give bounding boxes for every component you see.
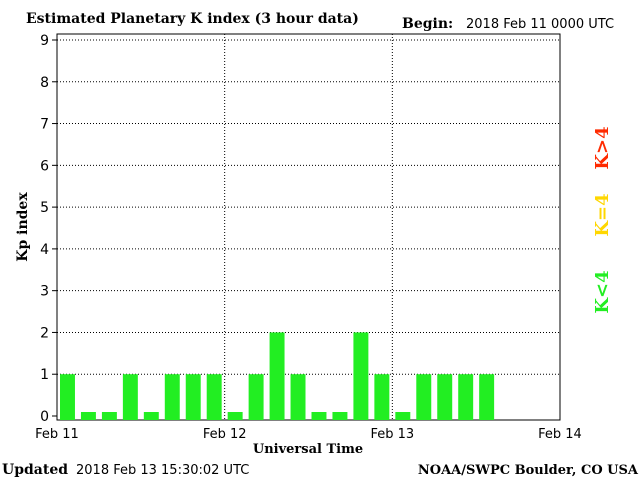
x-ticks: Feb 11 Feb 12 Feb 13 Feb 14 — [35, 427, 582, 442]
kp-bar — [101, 412, 117, 420]
x-tick-label: Feb 13 — [370, 427, 414, 442]
kp-bar — [479, 374, 495, 420]
legend-k-less-4: K<4 — [592, 270, 613, 313]
kp-bar — [416, 374, 432, 420]
y-tick-label: 0 — [40, 409, 49, 425]
chart-title: Estimated Planetary K index (3 hour data… — [26, 11, 359, 27]
kp-bar — [269, 332, 285, 420]
kp-bar — [227, 412, 243, 420]
y-tick-label: 1 — [40, 367, 49, 383]
kp-bar — [437, 374, 453, 420]
y-tick-label: 7 — [40, 117, 49, 133]
kp-bar — [164, 374, 180, 420]
kp-bar — [248, 374, 264, 420]
legend-k-equal-4: K=4 — [592, 193, 613, 236]
x-axis-label: Universal Time — [253, 442, 363, 457]
y-tick-label: 6 — [40, 158, 49, 174]
x-tick-label: Feb 12 — [203, 427, 247, 442]
updated-value: 2018 Feb 13 15:30:02 UTC — [76, 463, 249, 478]
kp-bar — [122, 374, 138, 420]
kp-bar — [374, 374, 390, 420]
grid-lines — [57, 34, 560, 420]
updated-label: Updated — [2, 462, 68, 478]
plot-area — [56, 33, 561, 421]
kp-bar — [290, 374, 306, 420]
y-tick-label: 3 — [40, 284, 49, 300]
kp-bar — [311, 412, 327, 420]
kp-bar — [185, 374, 201, 420]
y-tick-label: 4 — [40, 242, 49, 258]
bars — [60, 332, 495, 420]
kp-bar — [458, 374, 474, 420]
kp-bar — [80, 412, 96, 420]
begin-value: 2018 Feb 11 0000 UTC — [466, 17, 614, 32]
kp-bar — [60, 374, 75, 420]
kp-bar — [395, 412, 411, 420]
y-tick-label: 2 — [40, 325, 49, 341]
y-tick-label: 9 — [40, 33, 49, 49]
begin-label: Begin: — [402, 16, 453, 32]
y-tick-label: 5 — [40, 200, 49, 216]
kp-bar — [143, 412, 159, 420]
x-tick-label: Feb 11 — [35, 427, 79, 442]
y-tick-label: 8 — [40, 75, 49, 91]
y-axis-label: Kp index — [15, 192, 31, 262]
source-credit: NOAA/SWPC Boulder, CO USA — [418, 463, 639, 478]
y-ticks: 0 1 2 3 4 5 6 7 8 9 — [40, 33, 57, 425]
kp-bar — [353, 332, 369, 420]
kp-bar — [332, 412, 348, 420]
kp-bar — [206, 374, 222, 420]
x-tick-label: Feb 14 — [538, 427, 582, 442]
legend-k-greater-4: K>4 — [592, 126, 613, 169]
